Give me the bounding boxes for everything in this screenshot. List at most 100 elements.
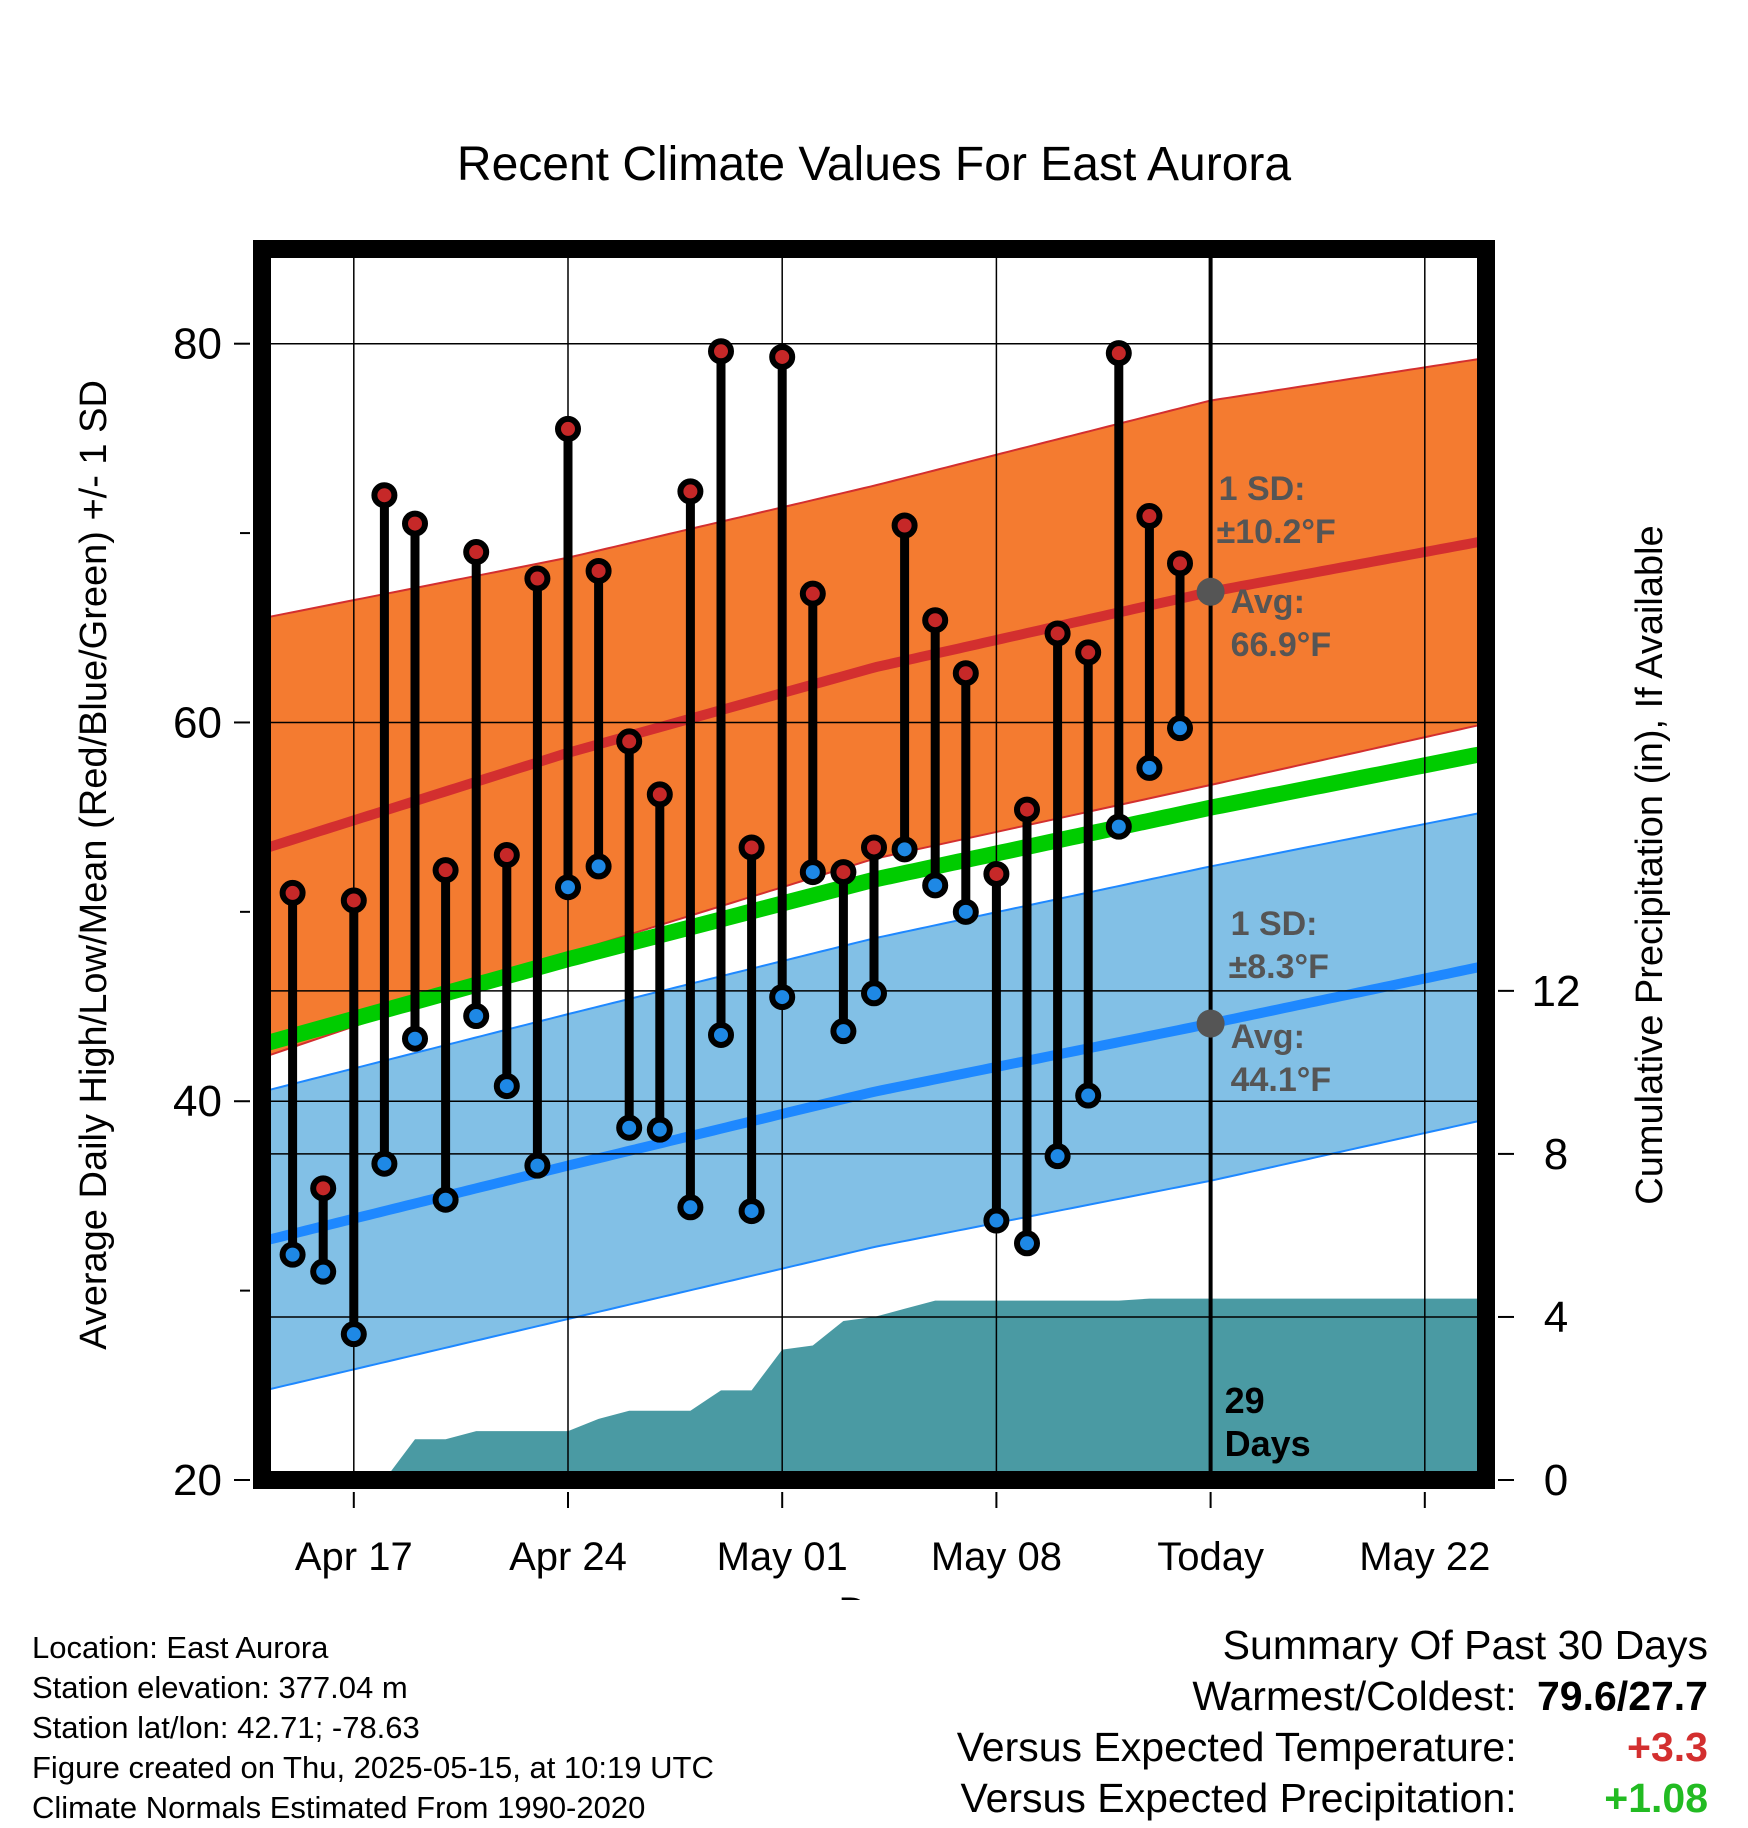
high-point (983, 860, 1010, 887)
y-tick-label: 20 (173, 1456, 222, 1505)
high-point (769, 343, 796, 370)
low-point (616, 1114, 643, 1141)
y2-axis-label: Cumulative Precipitation (in), If Availa… (1629, 525, 1671, 1204)
y-tick-label: 40 (173, 1077, 222, 1126)
y-tick-label: 80 (173, 320, 222, 369)
high-point (708, 338, 734, 365)
low-point (983, 1207, 1010, 1234)
low-point (524, 1152, 551, 1179)
precip-value: +1.08 (1604, 1775, 1708, 1821)
station-info: Location: East Aurora Station elevation:… (32, 1628, 714, 1828)
low-point (830, 1018, 857, 1045)
elevation-text: Station elevation: 377.04 m (32, 1670, 408, 1705)
low-point (799, 859, 826, 886)
low-point (646, 1116, 673, 1143)
high-point (677, 478, 704, 505)
y2-tick-label: 4 (1544, 1293, 1568, 1342)
low-point (340, 1321, 367, 1348)
mean-avg-line (262, 744, 1486, 1053)
high-point (1075, 639, 1102, 666)
y2-tick-label: 0 (1544, 1456, 1568, 1505)
plot-frame (253, 240, 1495, 1489)
high-point (402, 510, 428, 537)
high-point (371, 482, 398, 509)
latlon-text: Station lat/lon: 42.71; -78.63 (32, 1710, 420, 1745)
climate-chart: Recent Climate Values For East Aurora 1 … (73, 138, 1671, 1600)
high-point (891, 512, 918, 539)
x-axis-label: Day (838, 1590, 909, 1600)
high-point (1167, 550, 1193, 577)
low-point (708, 1021, 734, 1048)
x-tick-label: May 08 (931, 1535, 1062, 1579)
low-point (1044, 1143, 1071, 1170)
high-sd-label: 1 SD: (1219, 470, 1306, 508)
created-text: Figure created on Thu, 2025-05-15, at 10… (32, 1750, 714, 1785)
high-avg-label: Avg: (1231, 583, 1305, 621)
low-point (922, 872, 949, 899)
high-point (952, 660, 979, 687)
low-point (585, 853, 612, 880)
low-point (769, 984, 796, 1011)
high-point (1014, 796, 1040, 823)
low-point (463, 1003, 490, 1030)
low-point (1167, 715, 1193, 742)
high-avg-line (262, 535, 1486, 855)
low-point (1014, 1230, 1040, 1257)
high-point (279, 879, 306, 906)
low-sd-label: 1 SD: (1231, 905, 1318, 943)
high-point (1105, 340, 1132, 367)
summary-title: Summary Of Past 30 Days (1222, 1622, 1708, 1668)
high-avg-dot (1196, 577, 1225, 606)
low-point (371, 1150, 398, 1177)
days-label: Days (1225, 1423, 1311, 1464)
high-avg-value: 66.9°F (1231, 626, 1332, 664)
high-point (524, 565, 551, 592)
warm-label: Warmest/Coldest: (1192, 1673, 1517, 1719)
low-point (493, 1073, 520, 1100)
high-point (799, 580, 826, 607)
y2-tick-label: 8 (1544, 1130, 1568, 1179)
high-point (1136, 503, 1163, 530)
low-avg-label: Avg: (1231, 1018, 1305, 1056)
low-point (1136, 754, 1163, 781)
high-point (555, 415, 581, 442)
high-point (340, 887, 367, 914)
high-point (493, 842, 520, 869)
high-point (616, 728, 643, 755)
low-avg-value: 44.1°F (1231, 1061, 1332, 1099)
high-point (738, 834, 765, 861)
low-point (861, 980, 887, 1007)
normals-text: Climate Normals Estimated From 1990-2020 (32, 1790, 646, 1825)
low-point (891, 836, 918, 863)
temp-label: Versus Expected Temperature: (956, 1724, 1517, 1770)
high-point (861, 834, 887, 861)
high-point (830, 859, 857, 886)
high-point (1044, 620, 1071, 647)
chart-title: Recent Climate Values For East Aurora (457, 138, 1291, 191)
low-point (432, 1186, 459, 1213)
y-tick-label: 60 (173, 698, 222, 747)
low-avg-dot (1196, 1009, 1225, 1038)
high-point (432, 857, 459, 884)
precip-area (353, 1298, 1486, 1480)
low-point (1105, 813, 1132, 840)
high-point (585, 557, 612, 584)
high-sd-value: ±10.2°F (1217, 513, 1336, 551)
x-tick-label: Apr 24 (509, 1535, 627, 1579)
low-point (677, 1194, 704, 1221)
low-point (952, 898, 979, 925)
low-sd-value: ±8.3°F (1229, 948, 1329, 986)
high-point (646, 781, 673, 808)
precip-label: Versus Expected Precipitation: (960, 1775, 1517, 1821)
low-point (279, 1241, 306, 1268)
low-point (555, 874, 581, 901)
low-point (1075, 1082, 1102, 1109)
x-tick-label: May 01 (717, 1535, 848, 1579)
low-point (402, 1025, 428, 1052)
summary-panel: Summary Of Past 30 Days Warmest/Coldest:… (957, 1620, 1708, 1824)
x-tick-label: Apr 17 (295, 1535, 413, 1579)
high-point (310, 1175, 337, 1202)
low-point (738, 1198, 765, 1225)
x-tick-label: Today (1157, 1535, 1264, 1579)
warm-value: 79.6/27.7 (1537, 1673, 1708, 1719)
